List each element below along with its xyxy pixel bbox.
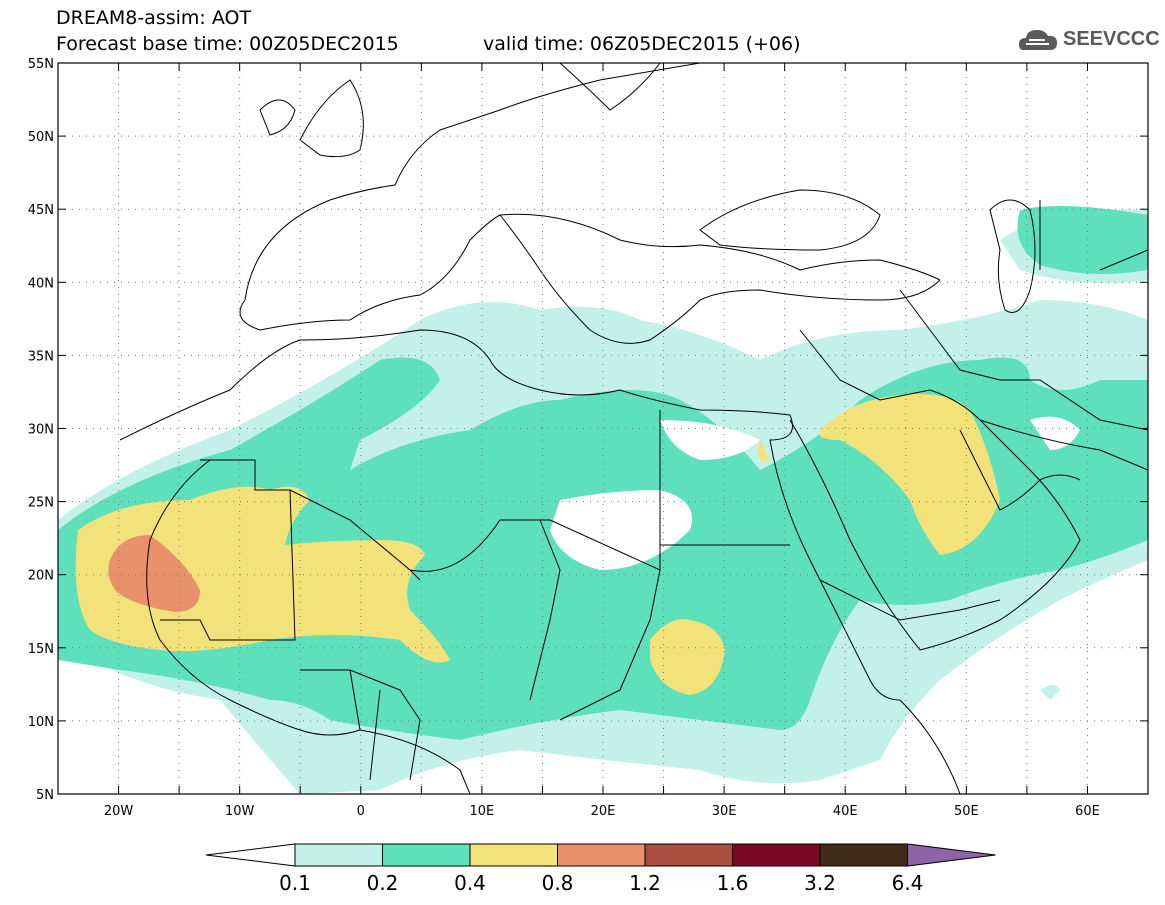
aot-level-0-4 bbox=[75, 394, 1000, 695]
aot-low-areas bbox=[550, 416, 1080, 570]
legend-label: 0.1 bbox=[279, 871, 311, 895]
lon-label: 10E bbox=[470, 804, 495, 819]
legend-swatch bbox=[557, 843, 646, 867]
lon-label: 60E bbox=[1075, 804, 1100, 819]
logo-text: SEEVCCC bbox=[1063, 28, 1160, 50]
lat-label: 55N bbox=[28, 57, 54, 72]
valid-time: valid time: 06Z05DEC2015 (+06) bbox=[483, 33, 801, 55]
legend-arrow-low bbox=[205, 843, 296, 867]
legend-arrow-high bbox=[907, 843, 996, 867]
lon-label: 20W bbox=[104, 804, 134, 819]
map-grid bbox=[58, 62, 1148, 795]
legend-swatch bbox=[294, 843, 383, 867]
longitude-labels: 20W 10W 0 10E 20E 30E 40E 50E 60E bbox=[104, 804, 1100, 819]
legend-label: 6.4 bbox=[892, 871, 924, 895]
lon-label: 0 bbox=[357, 804, 365, 819]
lon-label: 10W bbox=[225, 804, 255, 819]
lat-label: 50N bbox=[28, 130, 54, 145]
lat-label: 25N bbox=[28, 496, 54, 511]
lon-label: 40E bbox=[833, 804, 858, 819]
legend-label: 1.2 bbox=[629, 871, 661, 895]
lat-label: 15N bbox=[28, 642, 54, 657]
legend-label: 0.4 bbox=[454, 871, 486, 895]
lon-label: 20E bbox=[591, 804, 616, 819]
colorbar-legend: 0.1 0.2 0.4 0.8 1.2 1.6 3.2 6.4 bbox=[205, 843, 996, 895]
coastlines-and-borders bbox=[119, 63, 1148, 794]
lat-label: 35N bbox=[28, 349, 54, 364]
lon-label: 50E bbox=[954, 804, 979, 819]
legend-label: 1.6 bbox=[717, 871, 749, 895]
lat-label: 20N bbox=[28, 569, 54, 584]
lat-label: 5N bbox=[36, 788, 54, 803]
legend-label: 3.2 bbox=[804, 871, 836, 895]
latitude-labels: 55N 50N 45N 40N 35N 30N 25N 20N 15N 10N 5N bbox=[28, 57, 54, 803]
legend-swatch bbox=[644, 843, 733, 867]
legend-swatch bbox=[732, 843, 821, 867]
legend-swatch bbox=[819, 843, 908, 867]
lat-label: 10N bbox=[28, 715, 54, 730]
map-frame bbox=[57, 62, 1149, 795]
lat-label: 45N bbox=[28, 203, 54, 218]
cloud-icon bbox=[1019, 30, 1057, 50]
lon-label: 30E bbox=[712, 804, 737, 819]
legend-label: 0.8 bbox=[542, 871, 574, 895]
legend-swatch bbox=[469, 843, 558, 867]
legend-swatch bbox=[382, 843, 471, 867]
legend-label: 0.2 bbox=[367, 871, 399, 895]
lat-label: 30N bbox=[28, 423, 54, 438]
map-title: DREAM8-assim: AOT bbox=[56, 7, 252, 29]
forecast-base-time: Forecast base time: 00Z05DEC2015 bbox=[56, 33, 399, 55]
aot-level-0-8 bbox=[108, 535, 200, 612]
lat-label: 40N bbox=[28, 276, 54, 291]
